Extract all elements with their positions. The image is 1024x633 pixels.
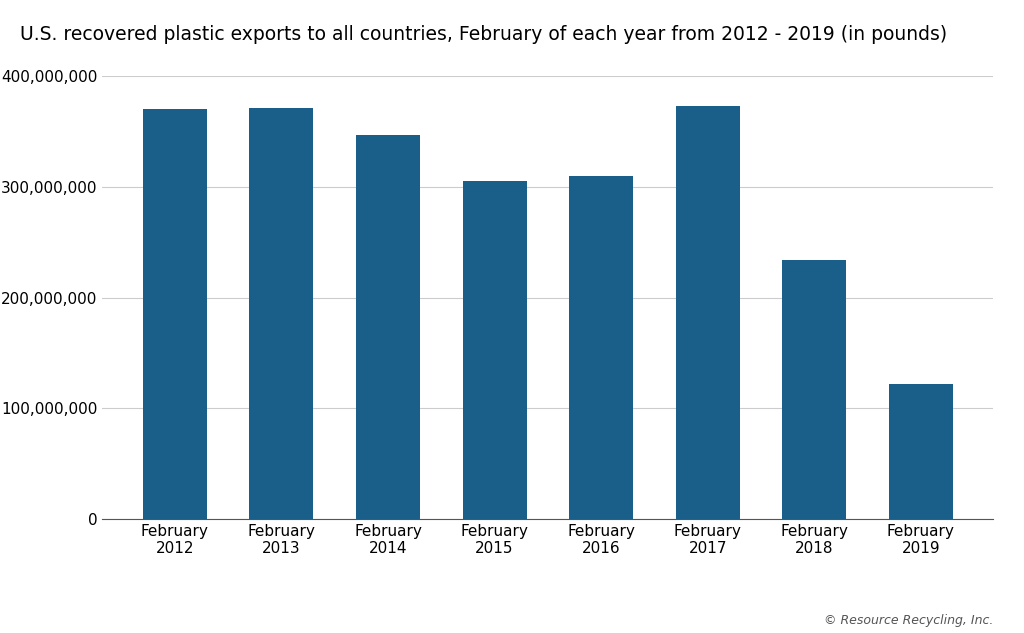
Bar	[676, 106, 739, 519]
Text: U.S. recovered plastic exports to all countries, February of each year from 2012: U.S. recovered plastic exports to all co…	[20, 25, 947, 44]
Bar	[143, 109, 207, 519]
Bar	[782, 260, 846, 519]
Bar	[569, 176, 633, 519]
Bar	[356, 135, 420, 519]
Bar	[250, 108, 313, 519]
Text: © Resource Recycling, Inc.: © Resource Recycling, Inc.	[824, 613, 993, 627]
Bar	[889, 384, 952, 519]
Bar	[463, 181, 526, 519]
